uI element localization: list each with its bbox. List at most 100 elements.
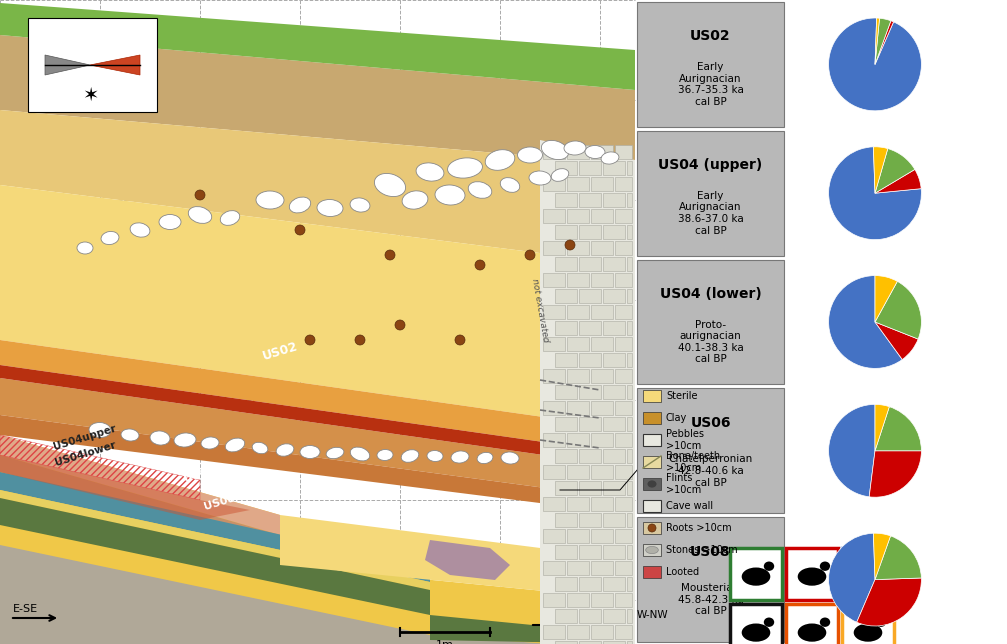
Bar: [591, 177, 613, 191]
Polygon shape: [90, 55, 140, 75]
Ellipse shape: [854, 623, 882, 641]
Bar: [543, 401, 565, 415]
Bar: [543, 497, 565, 511]
Bar: [543, 433, 565, 447]
Bar: [615, 625, 632, 639]
Bar: [615, 593, 632, 607]
Bar: [730, 548, 782, 600]
Bar: [842, 604, 894, 644]
Bar: [543, 305, 565, 319]
Bar: [603, 289, 625, 303]
Ellipse shape: [188, 207, 211, 223]
Wedge shape: [829, 147, 921, 240]
Bar: [627, 225, 632, 239]
Polygon shape: [0, 378, 635, 500]
Bar: [567, 625, 589, 639]
Bar: [543, 241, 565, 255]
Bar: [579, 257, 601, 271]
Bar: [603, 513, 625, 527]
Polygon shape: [0, 490, 430, 590]
Ellipse shape: [742, 623, 770, 641]
Ellipse shape: [500, 178, 520, 193]
Bar: [543, 209, 565, 223]
Bar: [579, 289, 601, 303]
Wedge shape: [875, 18, 879, 64]
Bar: [627, 577, 632, 591]
Text: ✶: ✶: [82, 86, 99, 104]
Ellipse shape: [585, 146, 605, 158]
Ellipse shape: [130, 223, 150, 237]
Wedge shape: [875, 404, 889, 451]
Ellipse shape: [447, 158, 482, 178]
Text: US08: US08: [690, 545, 731, 558]
Circle shape: [395, 320, 405, 330]
Bar: [627, 609, 632, 623]
Ellipse shape: [820, 618, 830, 627]
Bar: [591, 369, 613, 383]
Polygon shape: [0, 545, 550, 644]
Ellipse shape: [798, 567, 827, 585]
Bar: [591, 273, 613, 287]
Ellipse shape: [77, 242, 93, 254]
Bar: [0, 0, 635, 644]
Bar: [627, 257, 632, 271]
Wedge shape: [829, 404, 875, 497]
Ellipse shape: [501, 452, 519, 464]
Bar: [579, 193, 601, 207]
Bar: [555, 481, 577, 495]
FancyBboxPatch shape: [28, 18, 157, 112]
Bar: [555, 193, 577, 207]
Bar: [579, 641, 601, 644]
Bar: [555, 225, 577, 239]
Text: US04upper: US04upper: [52, 423, 118, 452]
Bar: [567, 305, 589, 319]
Bar: [579, 577, 601, 591]
Bar: [555, 513, 577, 527]
Bar: [579, 161, 601, 175]
Bar: [603, 545, 625, 559]
Wedge shape: [875, 169, 921, 193]
Ellipse shape: [518, 147, 543, 163]
Bar: [543, 273, 565, 287]
Bar: [627, 417, 632, 431]
Bar: [555, 353, 577, 367]
Ellipse shape: [377, 450, 393, 460]
Wedge shape: [875, 21, 893, 64]
Polygon shape: [0, 435, 280, 535]
Bar: [567, 401, 589, 415]
Wedge shape: [875, 322, 918, 359]
Bar: [603, 257, 625, 271]
Polygon shape: [540, 140, 635, 644]
Bar: [627, 449, 632, 463]
Bar: [627, 193, 632, 207]
Ellipse shape: [416, 163, 444, 181]
Ellipse shape: [601, 152, 619, 164]
Text: E-SE: E-SE: [13, 604, 38, 614]
Bar: [555, 545, 577, 559]
Ellipse shape: [375, 173, 406, 196]
Bar: [567, 369, 589, 383]
Polygon shape: [0, 525, 430, 635]
Bar: [643, 566, 661, 578]
Bar: [591, 529, 613, 543]
Bar: [543, 145, 565, 159]
Text: 1m: 1m: [436, 640, 454, 644]
Bar: [615, 305, 632, 319]
Wedge shape: [829, 18, 921, 111]
Ellipse shape: [477, 452, 492, 464]
Bar: [627, 353, 632, 367]
Ellipse shape: [742, 567, 770, 585]
Bar: [643, 500, 661, 512]
Ellipse shape: [201, 437, 219, 449]
Text: Bone/teeth
>10cm: Bone/teeth >10cm: [666, 451, 720, 473]
Bar: [730, 604, 782, 644]
Bar: [615, 209, 632, 223]
Bar: [603, 225, 625, 239]
Polygon shape: [0, 35, 635, 165]
Text: Mousterian
45.8-42.3 ka
cal BP: Mousterian 45.8-42.3 ka cal BP: [678, 583, 743, 616]
Bar: [579, 609, 601, 623]
Bar: [579, 225, 601, 239]
Bar: [615, 497, 632, 511]
Ellipse shape: [300, 446, 320, 459]
Bar: [615, 369, 632, 383]
